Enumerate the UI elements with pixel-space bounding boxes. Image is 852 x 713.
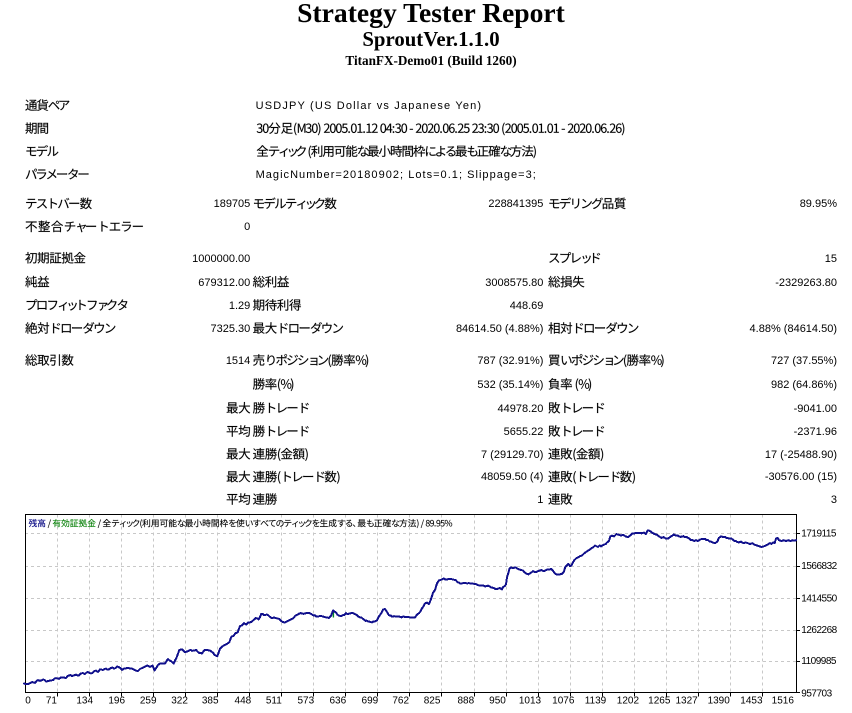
svg-text:1265: 1265 (648, 696, 671, 707)
svg-text:322: 322 (171, 696, 188, 707)
svg-text:1516: 1516 (772, 696, 795, 707)
svg-text:71: 71 (46, 696, 58, 707)
svg-text:1262268: 1262268 (801, 625, 837, 636)
svg-text:1076: 1076 (552, 696, 575, 707)
svg-text:1390: 1390 (708, 696, 731, 707)
svg-text:957703: 957703 (801, 689, 832, 700)
svg-text:1414550: 1414550 (801, 594, 837, 605)
svg-text:1327: 1327 (675, 696, 698, 707)
svg-text:1202: 1202 (617, 696, 640, 707)
svg-text:1013: 1013 (519, 696, 542, 707)
svg-text:636: 636 (329, 696, 346, 707)
svg-text:0: 0 (25, 696, 31, 707)
svg-text:762: 762 (392, 696, 409, 707)
svg-text:511: 511 (266, 696, 282, 707)
svg-text:1139: 1139 (585, 696, 607, 707)
svg-text:1566832: 1566832 (801, 561, 837, 572)
svg-text:825: 825 (424, 696, 441, 707)
svg-text:196: 196 (108, 696, 125, 707)
svg-text:699: 699 (362, 696, 379, 707)
svg-text:259: 259 (140, 696, 157, 707)
svg-text:385: 385 (202, 696, 219, 707)
svg-text:134: 134 (76, 696, 93, 707)
svg-text:448: 448 (235, 696, 252, 707)
svg-text:1109985: 1109985 (801, 656, 837, 667)
svg-text:573: 573 (297, 696, 314, 707)
svg-text:950: 950 (489, 696, 506, 707)
svg-text:1719115: 1719115 (801, 528, 837, 539)
svg-text:888: 888 (457, 696, 474, 707)
svg-text:1453: 1453 (740, 696, 763, 707)
